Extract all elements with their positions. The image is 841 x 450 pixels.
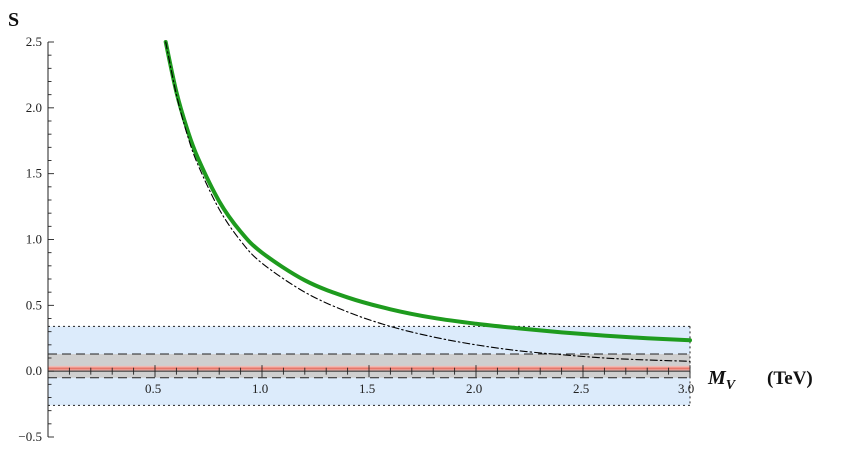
x-axis-title-main: M <box>707 367 727 389</box>
series-dashdot-curve <box>165 41 691 362</box>
y-axis-title: S <box>8 9 19 31</box>
x-axis-title-sub: V <box>726 378 737 393</box>
y-tick-label: 2.0 <box>26 100 42 115</box>
x-tick-label: 2.0 <box>466 381 482 396</box>
y-tick-label: −0.5 <box>18 429 42 444</box>
x-tick-label: 1.5 <box>359 381 375 396</box>
labels-layer: S MV (TeV) 0.5 1.0 1.5 2.0 2.5 3.0 −0.5 0.0 0.5 1… <box>8 9 813 444</box>
y-tick-label: 0.5 <box>26 297 42 312</box>
series-green-curve <box>163 40 692 343</box>
series-layer <box>163 40 692 362</box>
x-tick-label: 2.5 <box>573 381 589 396</box>
x-tick-label: 1.0 <box>252 381 268 396</box>
y-tick-label: 0.0 <box>26 363 42 378</box>
y-tick-label: 1.5 <box>26 166 42 181</box>
x-axis-title: MV <box>707 367 737 393</box>
y-tick-label: 2.5 <box>26 34 42 49</box>
x-tick-label: 0.5 <box>145 381 161 396</box>
x-axis-unit: (TeV) <box>767 368 813 389</box>
x-tick-label: 3.0 <box>678 381 694 396</box>
axes-layer <box>47 41 691 438</box>
y-tick-label: 1.0 <box>26 232 42 247</box>
